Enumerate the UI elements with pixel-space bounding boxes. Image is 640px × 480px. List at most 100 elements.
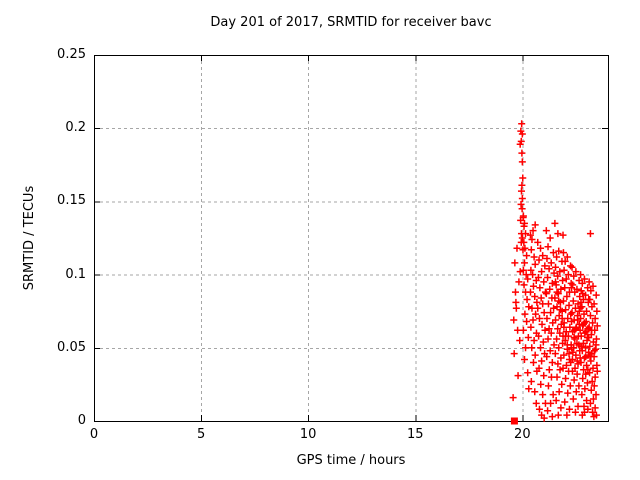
data-point-marker [583, 379, 591, 387]
data-point-marker [531, 260, 539, 268]
data-point-marker [534, 274, 542, 282]
data-point-marker [583, 397, 591, 405]
data-point-marker [563, 341, 571, 349]
data-point-marker [535, 315, 543, 323]
data-point-marker [566, 382, 574, 390]
data-point-marker [521, 310, 529, 318]
y-axis-label: SRMTID / TECUs [22, 185, 37, 291]
data-point-marker [511, 259, 519, 267]
data-point-marker [541, 262, 549, 270]
data-point-marker [571, 408, 579, 416]
data-point-marker [581, 329, 589, 337]
data-point-marker [535, 364, 543, 372]
data-point-marker [530, 336, 538, 344]
data-point-marker [529, 316, 537, 324]
data-point-marker [547, 399, 555, 407]
data-point-marker [588, 326, 596, 334]
data-point-marker [513, 244, 521, 252]
data-point-marker [547, 329, 555, 337]
data-point-marker [551, 294, 559, 302]
data-point-marker [572, 325, 580, 333]
data-point-marker [543, 254, 551, 262]
data-point-marker [576, 326, 584, 334]
y-tick-label: 0 [77, 413, 86, 428]
data-point-marker [581, 385, 589, 393]
data-point-marker [589, 364, 597, 372]
data-point-marker [539, 252, 547, 260]
data-point-marker [592, 291, 600, 299]
data-point-marker [569, 297, 577, 305]
data-point-marker [550, 269, 558, 277]
data-point-marker [512, 298, 520, 306]
data-point-marker [519, 174, 527, 182]
data-point-marker [560, 323, 568, 331]
data-point-marker [518, 205, 526, 213]
data-point-marker [568, 317, 576, 325]
data-point-marker [589, 319, 597, 327]
data-point-marker [562, 375, 570, 383]
data-point-marker [551, 219, 559, 227]
data-point-marker [520, 281, 528, 289]
data-point-marker [559, 231, 567, 239]
data-point-marker [531, 221, 539, 229]
data-point-marker [555, 344, 563, 352]
data-point-marker [593, 322, 601, 330]
data-point-marker [539, 391, 547, 399]
data-point-marker [537, 294, 545, 302]
data-point-marker [552, 263, 560, 271]
data-point-marker [577, 298, 585, 306]
data-point-marker [519, 212, 527, 220]
data-point-marker [586, 295, 594, 303]
data-point-marker [546, 234, 554, 242]
data-point-marker [546, 285, 554, 293]
data-point-marker [564, 271, 572, 279]
data-point-marker [550, 304, 558, 312]
data-point-marker [579, 290, 587, 298]
data-point-marker [557, 404, 565, 412]
data-point-marker [523, 317, 531, 325]
data-point-marker [589, 395, 597, 403]
data-point-marker [586, 353, 594, 361]
data-point-marker [570, 376, 578, 384]
data-point-marker [585, 278, 593, 286]
data-point-marker [558, 315, 566, 323]
data-point-marker [588, 377, 596, 385]
data-point-marker [543, 353, 551, 361]
data-point-marker [518, 194, 526, 202]
data-point-marker [553, 288, 561, 296]
data-point-marker [552, 316, 560, 324]
data-point-marker [526, 231, 534, 239]
data-point-marker [524, 334, 532, 342]
data-point-marker [527, 266, 535, 274]
data-point-marker [586, 399, 594, 407]
data-point-marker [542, 290, 550, 298]
data-point-marker [559, 249, 567, 257]
data-point-marker [578, 411, 586, 419]
data-point-marker [529, 358, 537, 366]
data-point-marker [592, 341, 600, 349]
data-point-marker [578, 391, 586, 399]
data-point-marker [577, 358, 585, 366]
data-point-marker [537, 244, 545, 252]
data-point-marker [520, 356, 528, 364]
data-point-marker [522, 230, 530, 238]
data-point-marker [575, 382, 583, 390]
data-point-marker [541, 326, 549, 334]
data-point-marker [561, 398, 569, 406]
data-point-marker [578, 279, 586, 287]
data-point-marker [585, 334, 593, 342]
data-point-marker [580, 310, 588, 318]
data-point-marker [592, 391, 600, 399]
data-point-marker [570, 272, 578, 280]
data-point-marker [555, 297, 563, 305]
data-point-marker [549, 391, 557, 399]
data-point-marker [586, 312, 594, 320]
data-point-marker [543, 315, 551, 323]
data-point-marker [554, 290, 562, 298]
data-point-marker [544, 407, 552, 415]
data-point-marker [528, 235, 536, 243]
data-point-marker [565, 405, 573, 413]
data-point-marker [545, 325, 553, 333]
data-point-marker [521, 244, 529, 252]
data-point-marker [523, 252, 531, 260]
